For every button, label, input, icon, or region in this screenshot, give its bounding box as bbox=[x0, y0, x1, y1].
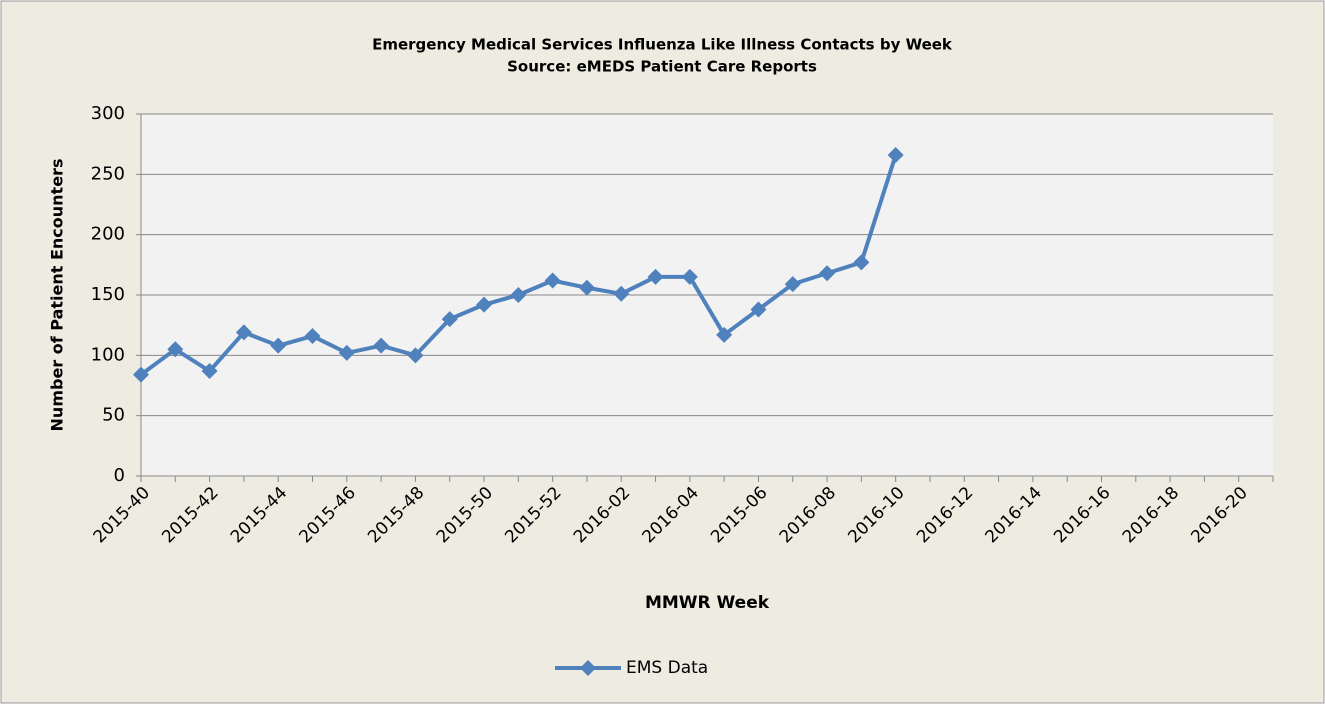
data-point bbox=[510, 287, 527, 303]
data-point bbox=[373, 337, 390, 354]
data-point bbox=[441, 311, 458, 328]
data-point bbox=[750, 301, 767, 318]
data-point bbox=[544, 272, 561, 289]
data-point bbox=[338, 344, 355, 361]
legend-label: EMS Data bbox=[626, 658, 708, 678]
data-point bbox=[887, 147, 904, 164]
legend-marker bbox=[580, 660, 596, 676]
x-axis-title: MMWR Week bbox=[645, 593, 770, 613]
data-point bbox=[578, 279, 595, 296]
y-axis-title: Number of Patient Encounters bbox=[48, 159, 67, 432]
y-tick-label: 50 bbox=[102, 405, 125, 426]
y-tick-label: 200 bbox=[91, 224, 125, 245]
data-point bbox=[270, 337, 287, 354]
data-point bbox=[304, 328, 321, 345]
data-point bbox=[784, 276, 801, 293]
data-point bbox=[681, 268, 698, 285]
data-point bbox=[716, 326, 733, 343]
data-point bbox=[476, 296, 493, 313]
data-point bbox=[407, 347, 424, 364]
data-point bbox=[235, 324, 252, 341]
chart-title: Emergency Medical Services Influenza Lik… bbox=[372, 36, 953, 54]
data-point bbox=[201, 363, 218, 380]
y-tick-label: 150 bbox=[91, 284, 125, 305]
chart-subtitle: Source: eMEDS Patient Care Reports bbox=[507, 58, 817, 76]
data-point bbox=[647, 268, 664, 285]
y-tick-label: 100 bbox=[91, 344, 125, 365]
data-point bbox=[853, 254, 870, 271]
y-tick-label: 300 bbox=[91, 103, 125, 124]
data-point bbox=[613, 285, 630, 302]
y-tick-label: 250 bbox=[91, 163, 125, 184]
data-point bbox=[819, 265, 836, 282]
data-point bbox=[133, 366, 149, 383]
y-tick-label: 0 bbox=[114, 465, 125, 486]
data-point bbox=[167, 341, 184, 358]
